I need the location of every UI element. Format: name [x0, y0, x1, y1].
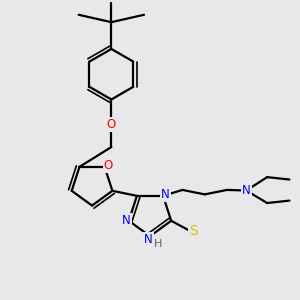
Text: N: N: [122, 214, 131, 227]
Text: N: N: [161, 188, 170, 201]
Text: N: N: [144, 233, 153, 246]
Text: N: N: [242, 184, 251, 197]
Text: H: H: [154, 238, 163, 249]
Text: O: O: [103, 159, 113, 172]
Text: S: S: [189, 224, 198, 238]
Text: O: O: [107, 118, 116, 131]
